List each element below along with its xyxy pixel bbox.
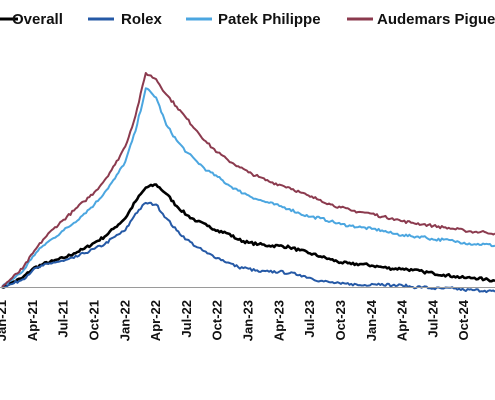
x-tick-label: Jul-21 [56, 300, 71, 338]
x-tick-label: Apr-21 [25, 300, 40, 341]
legend-label: Rolex [121, 11, 163, 28]
x-tick-label: Jan-24 [364, 299, 379, 341]
x-tick-label: Apr-23 [271, 300, 286, 341]
legend-label: Overall [12, 11, 63, 28]
legend: Overall Rolex Patek Philippe Audemars Pigue… [0, 11, 495, 28]
x-tick-label: Oct-24 [456, 299, 471, 340]
series-line-overall [1, 183, 495, 289]
x-tick-label: Oct-23 [333, 300, 348, 340]
x-tick-label: Jul-23 [302, 300, 317, 338]
x-tick-label: Apr-22 [148, 300, 163, 341]
legend-item-patek-philippe: Patek Philippe [186, 11, 321, 28]
x-axis-ticks: Jan-21 Apr-21 Jul-21 Oct-21 Jan-22 Apr-22 Jul-… [0, 299, 471, 341]
series-line-rolex [1, 201, 495, 294]
series-line-audemars-piguet [1, 72, 495, 288]
series-line-patek-philippe [1, 87, 495, 288]
series-lines [1, 72, 495, 294]
legend-label: Audemars Piguet [377, 11, 495, 28]
x-tick-label: Jan-23 [241, 300, 256, 341]
x-tick-label: Oct-22 [210, 300, 225, 340]
x-tick-label: Apr-24 [395, 299, 410, 341]
legend-item-overall: Overall [0, 11, 63, 28]
x-tick-label: Jan-21 [0, 300, 9, 341]
legend-label: Patek Philippe [218, 11, 321, 28]
x-tick-label: Oct-21 [86, 300, 101, 340]
legend-item-audemars-piguet: Audemars Piguet [347, 11, 495, 28]
x-tick-label: Jan-22 [117, 300, 132, 341]
x-tick-label: Jul-22 [179, 300, 194, 338]
legend-item-rolex: Rolex [88, 11, 163, 28]
x-tick-label: Jul-24 [425, 299, 440, 337]
